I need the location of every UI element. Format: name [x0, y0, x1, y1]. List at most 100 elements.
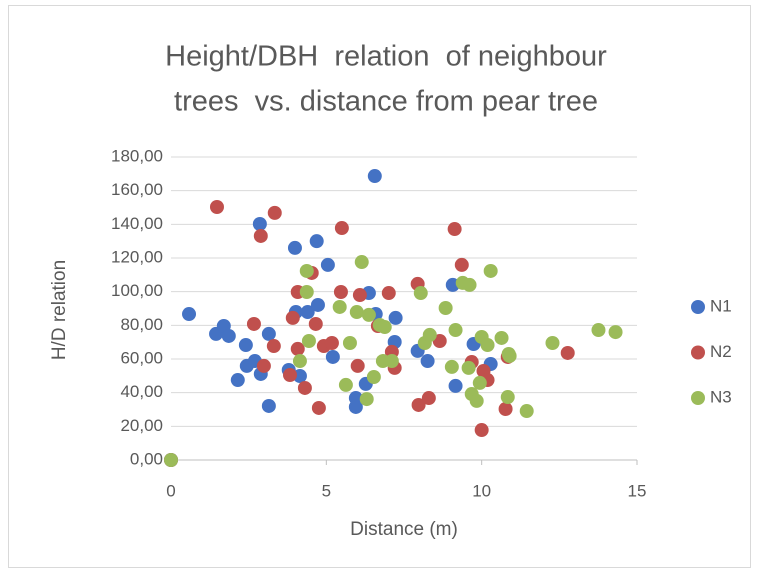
point	[367, 169, 382, 184]
point	[502, 348, 517, 363]
point	[438, 300, 453, 315]
point	[182, 307, 197, 322]
point	[299, 285, 314, 300]
y-tick-label: 160,00	[111, 180, 163, 199]
point	[348, 399, 363, 414]
point	[301, 333, 316, 348]
legend-label: N2	[710, 342, 732, 361]
point	[500, 390, 515, 405]
point	[591, 323, 606, 338]
point	[332, 299, 347, 314]
point	[334, 221, 349, 236]
point	[230, 373, 245, 388]
x-axis-label: Distance (m)	[350, 519, 458, 540]
point	[444, 359, 459, 374]
point	[498, 401, 513, 416]
point	[448, 323, 463, 338]
y-tick-label: 60,00	[120, 348, 163, 367]
point	[384, 354, 399, 369]
point	[472, 375, 487, 390]
point	[420, 354, 435, 369]
y-tick-label: 100,00	[111, 281, 163, 300]
point	[354, 255, 369, 270]
point	[297, 380, 312, 395]
point	[454, 257, 469, 272]
point	[299, 263, 314, 278]
point	[292, 354, 307, 369]
point	[246, 316, 261, 331]
point	[388, 310, 403, 325]
point	[287, 240, 302, 255]
point	[311, 400, 326, 415]
point	[381, 286, 396, 301]
y-tick-label: 140,00	[111, 214, 163, 233]
point	[447, 222, 462, 237]
point	[333, 285, 348, 300]
point	[461, 360, 476, 375]
y-tick-label: 20,00	[120, 416, 163, 435]
point	[608, 325, 623, 340]
point	[261, 398, 276, 413]
point	[256, 358, 271, 373]
point	[350, 358, 365, 373]
point	[338, 377, 353, 392]
point	[164, 453, 178, 467]
point	[519, 404, 534, 419]
chart-title: trees vs. distance from pear tree	[174, 86, 598, 118]
point	[266, 339, 281, 354]
x-tick-label: 10	[472, 481, 491, 500]
legend-label: N1	[710, 296, 732, 315]
point	[290, 341, 305, 356]
legend-marker	[691, 391, 705, 405]
point	[310, 297, 325, 312]
point	[474, 423, 489, 438]
point	[422, 327, 437, 342]
point	[359, 392, 374, 407]
point	[545, 336, 560, 351]
y-tick-label: 0,00	[130, 449, 163, 468]
point	[462, 277, 477, 292]
point	[253, 228, 268, 243]
y-tick-label: 80,00	[120, 315, 163, 334]
legend-marker	[691, 345, 705, 360]
legend-label: N3	[710, 387, 732, 406]
y-tick-label: 180,00	[111, 146, 163, 165]
point	[480, 338, 495, 353]
legend-marker	[691, 300, 705, 314]
point	[361, 307, 376, 322]
point	[483, 263, 498, 278]
point	[261, 326, 276, 341]
point	[324, 336, 339, 351]
point	[413, 286, 428, 301]
point	[252, 216, 267, 231]
point	[560, 345, 575, 360]
point	[342, 336, 357, 351]
point	[469, 393, 484, 408]
chart-border	[8, 5, 751, 568]
point	[421, 391, 436, 406]
point	[300, 305, 315, 320]
y-axis-label: H/D relation	[49, 260, 70, 360]
point	[352, 288, 367, 303]
point	[494, 330, 509, 345]
point	[282, 367, 297, 382]
point	[238, 338, 253, 353]
y-tick-label: 120,00	[111, 247, 163, 266]
point	[308, 316, 323, 331]
point	[309, 234, 324, 249]
point	[320, 257, 335, 272]
point	[221, 328, 236, 343]
point	[285, 310, 300, 325]
point	[267, 205, 282, 220]
point	[325, 349, 340, 364]
point	[366, 370, 381, 385]
point	[411, 397, 426, 412]
point	[209, 199, 224, 214]
y-tick-label: 40,00	[120, 382, 163, 401]
x-tick-label: 0	[166, 481, 175, 500]
point	[349, 305, 364, 320]
x-tick-label: 5	[322, 481, 331, 500]
x-tick-label: 15	[628, 481, 647, 500]
